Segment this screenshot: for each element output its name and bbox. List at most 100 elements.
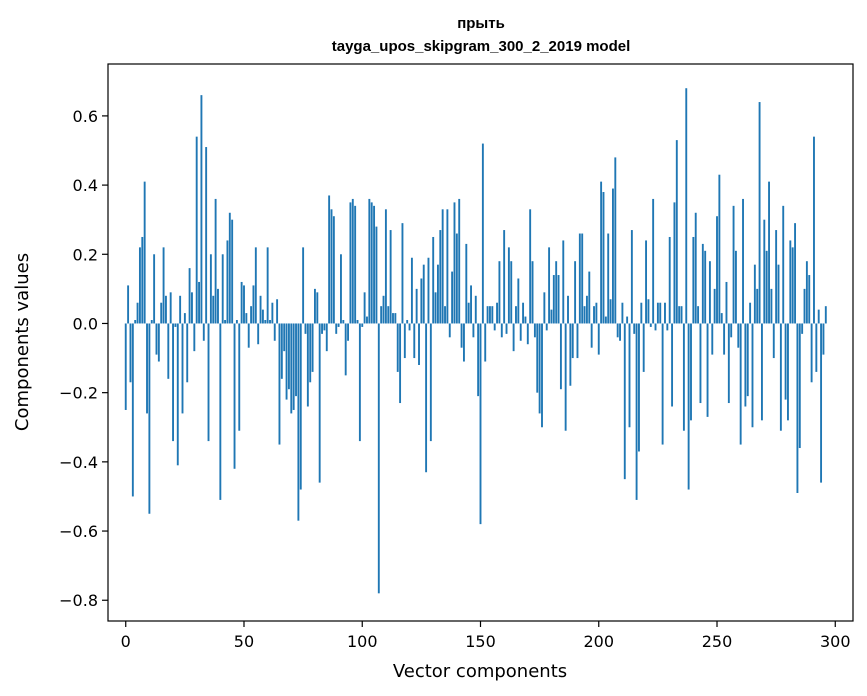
bar-26: [186, 323, 189, 383]
bar-29: [193, 323, 196, 352]
bar-232: [673, 202, 676, 324]
bar-205: [609, 299, 612, 324]
y-tick-label: −0.4: [59, 453, 98, 472]
bar-164: [512, 323, 515, 352]
bar-177: [543, 292, 546, 324]
bar-41: [221, 254, 224, 324]
bar-118: [403, 323, 406, 359]
bar-20: [172, 323, 174, 442]
bar-238: [687, 323, 690, 490]
bar-36: [209, 254, 212, 324]
bar-171: [529, 209, 532, 324]
bar-174: [536, 323, 539, 393]
bar-249: [713, 288, 716, 324]
bar-199: [595, 302, 598, 324]
bar-275: [775, 230, 778, 324]
bar-163: [510, 261, 513, 324]
bar-8: [143, 181, 146, 324]
bar-83: [321, 323, 323, 334]
bar-76: [304, 323, 307, 334]
bar-81: [316, 292, 319, 324]
bar-213: [628, 323, 631, 428]
bar-50: [243, 285, 245, 324]
bar-144: [465, 243, 468, 324]
bar-114: [394, 313, 397, 324]
bar-257: [732, 205, 735, 324]
bar-95: [349, 202, 352, 324]
bar-71: [292, 323, 295, 410]
bar-109: [382, 295, 385, 324]
bar-295: [822, 323, 825, 355]
bar-282: [791, 247, 794, 324]
bar-228: [664, 302, 666, 324]
bar-182: [555, 261, 558, 324]
bar-152: [484, 323, 487, 362]
bar-136: [446, 209, 449, 324]
bar-34: [205, 147, 208, 324]
bar-33: [202, 323, 205, 341]
bar-149: [477, 323, 480, 397]
y-tick-label: −0.6: [59, 522, 98, 541]
bar-101: [363, 292, 366, 324]
bar-4: [134, 320, 137, 324]
bar-260: [739, 323, 742, 445]
bar-94: [347, 323, 350, 341]
bar-3: [131, 323, 134, 497]
bar-210: [621, 302, 624, 324]
bar-201: [600, 181, 603, 324]
bar-115: [396, 323, 399, 372]
bar-241: [694, 212, 697, 324]
bar-120: [408, 323, 411, 331]
bar-267: [756, 288, 759, 324]
bar-283: [794, 223, 797, 324]
bar-193: [581, 233, 584, 324]
bar-189: [571, 323, 574, 359]
bar-195: [585, 295, 588, 324]
bar-127: [425, 323, 428, 473]
bar-251: [718, 174, 721, 324]
bar-122: [413, 323, 416, 359]
bar-287: [803, 288, 806, 324]
bar-194: [583, 306, 586, 324]
bar-230: [668, 236, 671, 324]
bar-285: [798, 323, 801, 449]
bar-129: [429, 323, 432, 442]
bar-132: [436, 264, 439, 324]
bar-198: [593, 306, 595, 324]
bar-60: [266, 247, 269, 324]
bar-165: [515, 306, 517, 324]
bar-128: [427, 257, 430, 324]
bar-150: [479, 323, 482, 525]
bar-197: [590, 323, 593, 348]
bar-209: [619, 323, 621, 341]
x-tick-label: 100: [347, 632, 378, 651]
bar-219: [642, 323, 645, 372]
bar-87: [330, 209, 333, 324]
bar-270: [763, 219, 766, 324]
bar-65: [278, 323, 281, 445]
bar-42: [224, 320, 227, 324]
bar-244: [701, 243, 704, 324]
bar-255: [727, 323, 730, 404]
bar-123: [415, 288, 418, 324]
bar-239: [690, 323, 692, 421]
bar-289: [808, 275, 811, 324]
bar-145: [467, 302, 470, 324]
bar-142: [460, 323, 463, 348]
bar-261: [742, 198, 744, 324]
bar-272: [768, 181, 770, 324]
bar-258: [734, 250, 737, 324]
bar-49: [240, 281, 243, 324]
bar-72: [295, 323, 297, 397]
bar-5: [136, 302, 139, 324]
y-tick-label: −0.8: [59, 591, 98, 610]
bar-88: [332, 216, 335, 324]
bar-79: [311, 323, 314, 372]
bar-158: [498, 261, 501, 324]
bar-61: [269, 320, 271, 324]
bar-125: [420, 278, 423, 324]
bar-12: [153, 254, 156, 324]
bar-104: [370, 202, 373, 324]
bar-216: [635, 323, 638, 500]
bar-234: [678, 306, 681, 324]
